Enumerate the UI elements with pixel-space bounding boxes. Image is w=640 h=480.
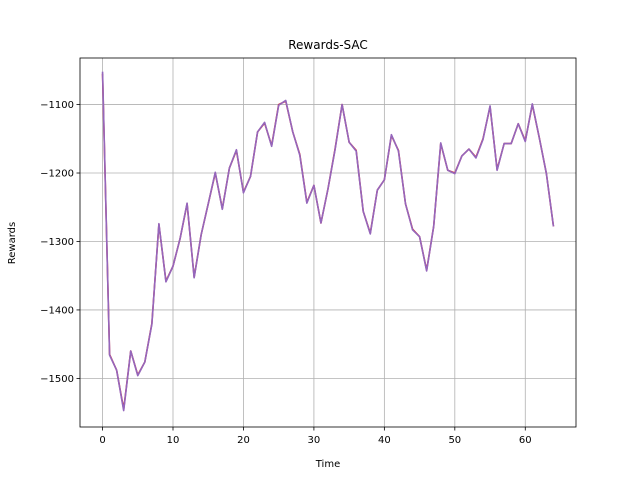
x-tick-label: 20 [237, 435, 250, 446]
y-axis-ticks: −1500 −1400 −1300 −1200 −1100 [40, 100, 80, 385]
y-tick-label: −1100 [40, 100, 74, 111]
x-tick-label: 50 [448, 435, 461, 446]
x-axis-label: Time [315, 459, 340, 470]
y-tick-label: −1500 [40, 374, 74, 385]
y-axis-label: Rewards [7, 222, 18, 264]
y-tick-label: −1400 [40, 305, 74, 316]
grid [80, 58, 576, 427]
y-tick-label: −1300 [40, 237, 74, 248]
plot-frame [79, 57, 577, 428]
x-axis-ticks: 0 10 20 30 40 50 60 [99, 427, 532, 446]
series-line-2 [101, 71, 555, 412]
chart-title: Rewards-SAC [288, 38, 368, 52]
x-tick-label: 40 [378, 435, 391, 446]
x-tick-label: 10 [167, 435, 180, 446]
x-tick-label: 30 [308, 435, 321, 446]
x-tick-label: 0 [99, 435, 105, 446]
x-tick-label: 60 [519, 435, 532, 446]
y-tick-label: −1200 [40, 169, 74, 180]
series-layer [101, 71, 555, 412]
